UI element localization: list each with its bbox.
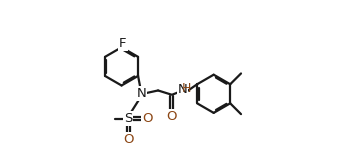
Text: O: O xyxy=(142,112,152,125)
Text: O: O xyxy=(166,110,177,123)
Text: F: F xyxy=(119,37,127,50)
Text: N: N xyxy=(137,87,146,100)
Text: N: N xyxy=(178,83,187,96)
Text: H: H xyxy=(182,82,192,95)
Text: S: S xyxy=(124,112,132,125)
Text: O: O xyxy=(123,133,133,146)
